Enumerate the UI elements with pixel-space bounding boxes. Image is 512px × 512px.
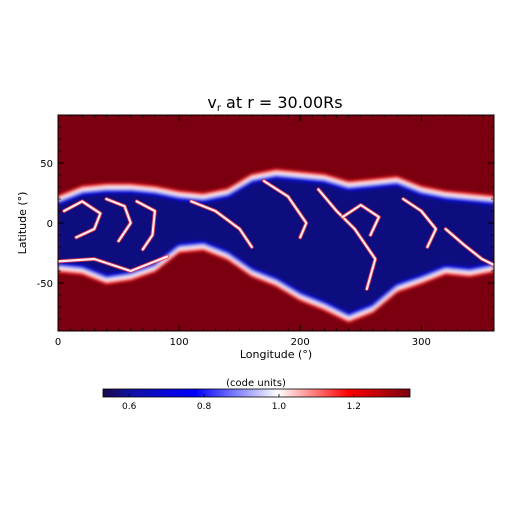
slow-band-core [58, 178, 494, 313]
streak-inner [135, 200, 156, 251]
y-tick-label: 50 [40, 159, 53, 170]
y-axis-label: Latitude (°) [16, 192, 29, 255]
y-tick-label: -50 [37, 279, 53, 290]
x-tick-label: 300 [412, 337, 431, 348]
colorbar-tick-label: 1.0 [272, 402, 287, 412]
x-tick-label: 100 [170, 337, 189, 348]
chart-title: vr at r = 30.00Rs [207, 93, 342, 114]
heatmap [58, 115, 494, 331]
colorbar [102, 388, 411, 398]
colorbar-label: (code units) [226, 378, 286, 389]
colorbar-tick-label: 1.2 [347, 402, 361, 412]
streak-inner [317, 188, 377, 291]
x-axis-label: Longitude (°) [240, 348, 312, 361]
streak-inner [62, 200, 102, 239]
colorbar-tick-label: 0.8 [197, 402, 212, 412]
y-tick-label: 0 [47, 219, 53, 230]
streak-inner [58, 255, 169, 273]
x-tick-label: 200 [291, 337, 310, 348]
streak-inner [190, 200, 253, 249]
colorbar-tick-label: 0.6 [122, 402, 137, 412]
streak-inner [341, 203, 380, 237]
x-tick-label: 0 [55, 337, 61, 348]
streak-inner [444, 227, 494, 267]
streak-inner [262, 179, 308, 239]
streak-inner [402, 197, 437, 249]
streak-inner [105, 197, 132, 243]
